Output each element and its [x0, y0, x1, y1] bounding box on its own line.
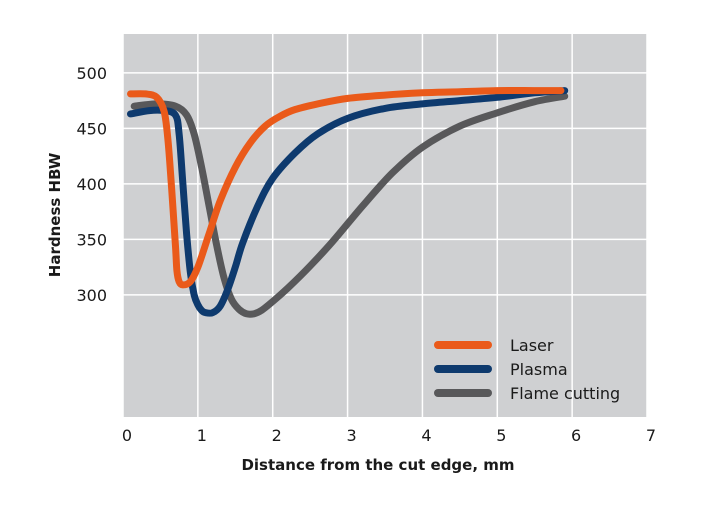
y-tick-labels: 300 350 400 450 500 — [76, 64, 107, 305]
legend-label: Plasma — [510, 360, 568, 379]
legend-label: Laser — [510, 336, 554, 355]
y-tick-label: 400 — [76, 175, 107, 194]
x-tick-label: 6 — [571, 426, 581, 445]
x-axis-label: Distance from the cut edge, mm — [241, 456, 514, 474]
x-tick-labels: 0 1 2 3 4 5 6 7 — [122, 426, 656, 445]
x-tick-label: 0 — [122, 426, 132, 445]
x-tick-label: 4 — [421, 426, 431, 445]
x-tick-label: 1 — [197, 426, 207, 445]
plot-area — [123, 34, 647, 417]
legend-label: Flame cutting — [510, 384, 620, 403]
y-tick-label: 350 — [76, 230, 107, 249]
y-tick-label: 500 — [76, 64, 107, 83]
y-tick-label: 450 — [76, 119, 107, 138]
x-tick-label: 5 — [496, 426, 506, 445]
y-axis-label: Hardness HBW — [46, 152, 64, 277]
x-tick-label: 3 — [346, 426, 356, 445]
x-tick-label: 2 — [272, 426, 282, 445]
y-tick-label: 300 — [76, 286, 107, 305]
x-tick-label: 7 — [646, 426, 656, 445]
